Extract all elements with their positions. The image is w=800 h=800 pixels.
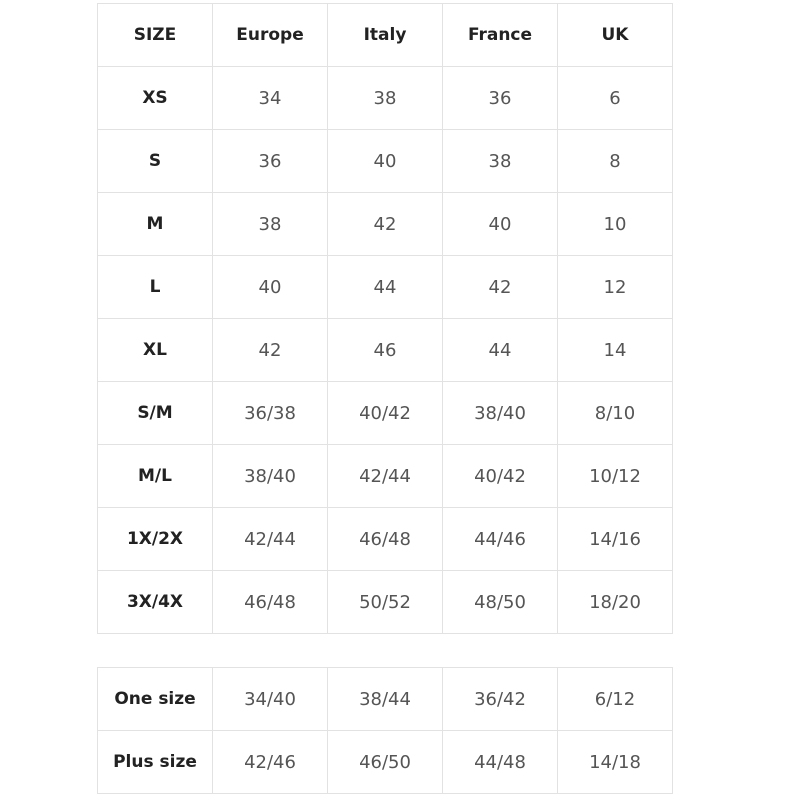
table-row: M 38 42 40 10 (97, 192, 673, 256)
column-header: SIZE (97, 3, 213, 67)
size-value-cell: 36/42 (442, 667, 558, 731)
size-value-cell: 42/44 (327, 444, 443, 508)
size-value-cell: 38/40 (442, 381, 558, 445)
size-value-cell: 42 (212, 318, 328, 382)
size-label-cell: L (97, 255, 213, 319)
column-header: Italy (327, 3, 443, 67)
size-label-cell: XS (97, 66, 213, 130)
size-value-cell: 46 (327, 318, 443, 382)
size-value-cell: 50/52 (327, 570, 443, 634)
size-value-cell: 44/48 (442, 730, 558, 794)
size-label-cell: 3X/4X (97, 570, 213, 634)
size-label-cell: 1X/2X (97, 507, 213, 571)
size-value-cell: 46/50 (327, 730, 443, 794)
size-value-cell: 14/16 (557, 507, 673, 571)
size-value-cell: 6/12 (557, 667, 673, 731)
size-value-cell: 8 (557, 129, 673, 193)
size-value-cell: 40/42 (442, 444, 558, 508)
size-value-cell: 36/38 (212, 381, 328, 445)
size-value-cell: 10 (557, 192, 673, 256)
size-value-cell: 14/18 (557, 730, 673, 794)
size-label-cell: M/L (97, 444, 213, 508)
size-value-cell: 8/10 (557, 381, 673, 445)
special-size-table: One size 34/40 38/44 36/42 6/12 Plus size 42/4… (97, 667, 673, 794)
size-value-cell: 44 (442, 318, 558, 382)
size-label-cell: One size (97, 667, 213, 731)
column-header: Europe (212, 3, 328, 67)
size-value-cell: 40/42 (327, 381, 443, 445)
size-value-cell: 42/44 (212, 507, 328, 571)
column-header: UK (557, 3, 673, 67)
table-row: One size 34/40 38/44 36/42 6/12 (97, 667, 673, 731)
size-value-cell: 38 (327, 66, 443, 130)
size-value-cell: 40 (327, 129, 443, 193)
size-value-cell: 42 (442, 255, 558, 319)
table-row: XL 42 46 44 14 (97, 318, 673, 382)
size-label-cell: S (97, 129, 213, 193)
size-value-cell: 38 (442, 129, 558, 193)
table-row: S/M 36/38 40/42 38/40 8/10 (97, 381, 673, 445)
size-value-cell: 10/12 (557, 444, 673, 508)
size-value-cell: 12 (557, 255, 673, 319)
size-label-cell: XL (97, 318, 213, 382)
size-value-cell: 34 (212, 66, 328, 130)
size-value-cell: 34/40 (212, 667, 328, 731)
size-value-cell: 38/44 (327, 667, 443, 731)
table-row: 3X/4X 46/48 50/52 48/50 18/20 (97, 570, 673, 634)
size-value-cell: 46/48 (212, 570, 328, 634)
table-row: XS 34 38 36 6 (97, 66, 673, 130)
size-value-cell: 42 (327, 192, 443, 256)
table-row: Plus size 42/46 46/50 44/48 14/18 (97, 730, 673, 794)
size-value-cell: 6 (557, 66, 673, 130)
size-value-cell: 48/50 (442, 570, 558, 634)
size-value-cell: 18/20 (557, 570, 673, 634)
size-value-cell: 14 (557, 318, 673, 382)
size-value-cell: 44/46 (442, 507, 558, 571)
size-chart-table: SIZE Europe Italy France UK XS 34 38 36 6 S 36 40 38… (97, 3, 673, 634)
header-row: SIZE Europe Italy France UK (97, 3, 673, 67)
table-row: 1X/2X 42/44 46/48 44/46 14/16 (97, 507, 673, 571)
size-value-cell: 44 (327, 255, 443, 319)
size-value-cell: 40 (442, 192, 558, 256)
size-label-cell: Plus size (97, 730, 213, 794)
size-value-cell: 42/46 (212, 730, 328, 794)
size-value-cell: 36 (442, 66, 558, 130)
table-row: S 36 40 38 8 (97, 129, 673, 193)
column-header: France (442, 3, 558, 67)
table-row: L 40 44 42 12 (97, 255, 673, 319)
size-value-cell: 36 (212, 129, 328, 193)
size-value-cell: 38 (212, 192, 328, 256)
size-label-cell: M (97, 192, 213, 256)
table-row: M/L 38/40 42/44 40/42 10/12 (97, 444, 673, 508)
size-value-cell: 38/40 (212, 444, 328, 508)
size-label-cell: S/M (97, 381, 213, 445)
size-value-cell: 46/48 (327, 507, 443, 571)
size-value-cell: 40 (212, 255, 328, 319)
